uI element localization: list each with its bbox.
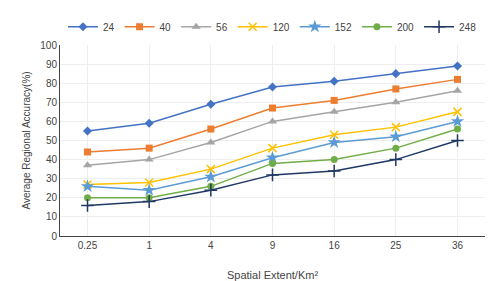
svg-text:56: 56 [216,22,228,33]
svg-text:0.25: 0.25 [78,240,98,251]
svg-text:248: 248 [459,22,476,33]
svg-text:Spatial Extent/Km²: Spatial Extent/Km² [227,269,318,281]
svg-text:4: 4 [208,240,214,251]
svg-text:200: 200 [397,22,414,33]
svg-text:30: 30 [46,173,58,184]
svg-text:80: 80 [46,78,58,89]
svg-text:50: 50 [46,135,58,146]
svg-text:24: 24 [103,22,115,33]
svg-text:10: 10 [46,211,58,222]
svg-text:25: 25 [390,240,402,251]
svg-text:120: 120 [273,22,290,33]
svg-text:60: 60 [46,116,58,127]
svg-text:36: 36 [452,240,464,251]
svg-text:40: 40 [46,154,58,165]
svg-text:90: 90 [46,59,58,70]
svg-text:70: 70 [46,97,58,108]
svg-text:20: 20 [46,192,58,203]
svg-text:152: 152 [335,22,352,33]
svg-text:Average Regional Accuracy(%): Average Regional Accuracy(%) [21,71,32,209]
svg-text:0: 0 [51,231,57,242]
svg-text:1: 1 [146,240,152,251]
svg-text:9: 9 [270,240,276,251]
svg-text:16: 16 [329,240,341,251]
svg-text:100: 100 [40,40,57,51]
svg-text:40: 40 [160,22,172,33]
